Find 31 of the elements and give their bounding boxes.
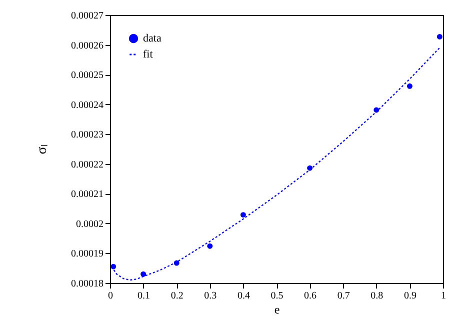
- x-tick-label: 0.2: [170, 290, 184, 302]
- x-tick-label: 1: [441, 290, 446, 302]
- x-tick-label: 0.1: [138, 290, 150, 302]
- y-tick-label: 0.00019: [71, 248, 104, 260]
- y-tick-label: 0.00018: [71, 278, 104, 290]
- legend-label: fit: [143, 48, 153, 60]
- y-tick-label: 0.00025: [71, 70, 104, 82]
- x-tick-label: 0.3: [204, 290, 217, 302]
- y-tick-label: 0.00026: [71, 40, 104, 52]
- y-tick-label: 0.00022: [71, 159, 104, 170]
- x-axis-title: e: [274, 302, 280, 316]
- y-tick-label: 0.00024: [71, 100, 104, 111]
- y-tick-label: 0.00021: [71, 189, 104, 200]
- x-tick-label: 0.5: [270, 290, 284, 302]
- x-tick-label: 0.9: [404, 290, 416, 302]
- line-series: [111, 47, 440, 281]
- x-tick-label: 0.4: [237, 290, 250, 302]
- point: [207, 243, 213, 249]
- legend-label: data: [143, 32, 162, 44]
- point: [436, 34, 442, 40]
- point: [406, 83, 412, 89]
- point: [240, 212, 246, 218]
- y-tick-label: 0.00023: [71, 130, 104, 141]
- point: [140, 271, 146, 277]
- y-tick-label: 0.00027: [71, 10, 104, 22]
- x-tick-label: 0: [108, 290, 113, 302]
- x-tick-label: 0.6: [304, 290, 317, 302]
- x-tick-label: 0.8: [370, 290, 384, 302]
- x-tick-label: 0.7: [337, 290, 350, 302]
- y-axis-title: σₗ: [35, 144, 50, 154]
- y-tick-label: 0.0002: [76, 218, 104, 230]
